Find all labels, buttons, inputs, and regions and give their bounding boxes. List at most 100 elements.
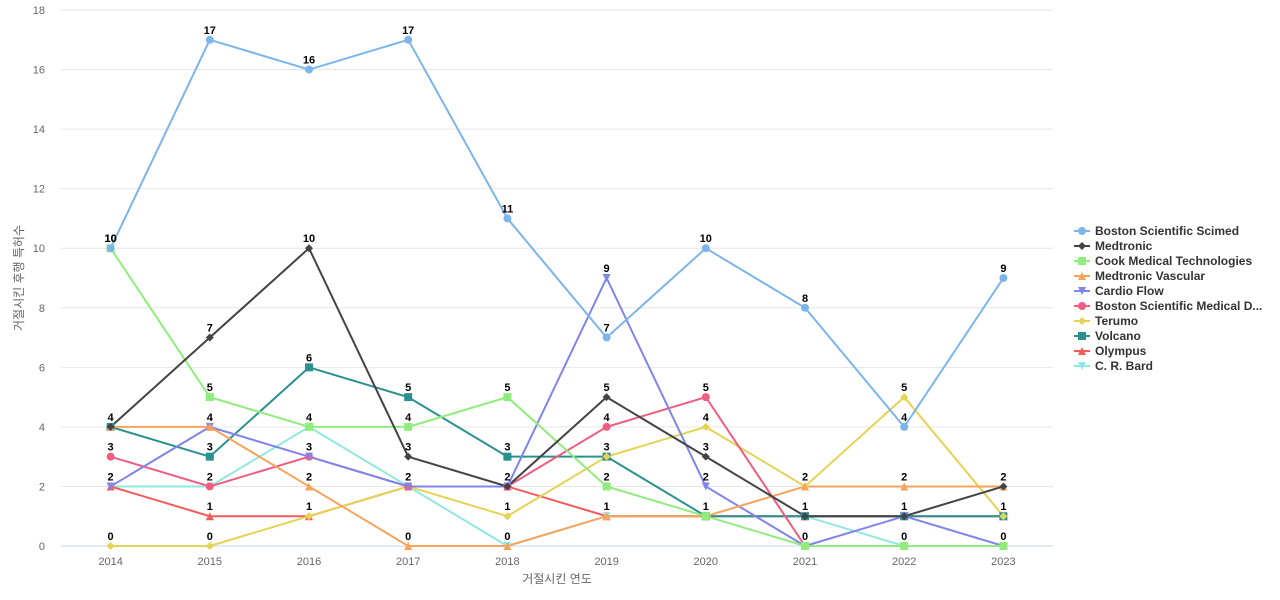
legend-item[interactable]: Olympus [1074,344,1147,358]
y-tick-label: 2 [39,481,45,493]
data-point [602,393,611,402]
data-label: 3 [405,442,411,454]
data-label: 4 [405,412,412,424]
data-point [305,482,313,491]
data-point [404,393,413,402]
data-point [602,333,611,342]
data-point [701,422,710,431]
data-label: 2 [306,471,312,483]
data-label: 4 [604,412,611,424]
legend-item[interactable]: C. R. Bard [1074,359,1153,373]
data-point [701,482,710,491]
data-point [205,542,214,550]
series-line [110,395,1005,547]
legend-label: Boston Scientific Medical D... [1095,299,1262,313]
legend-item[interactable]: Boston Scientific Medical D... [1074,299,1262,313]
data-label: 1 [802,501,808,513]
legend-label: Medtronic [1095,239,1153,253]
y-tick-label: 8 [39,303,45,315]
legend-symbol-marker [1078,362,1086,370]
data-label: 0 [504,531,510,543]
series-line [109,246,1004,518]
data-label: 3 [306,442,312,454]
data-label: 10 [104,233,116,245]
series-line [110,275,1004,548]
series-medtronic [109,246,1004,518]
x-tick-label: 2020 [694,556,718,568]
legend-symbol-marker [1078,227,1086,235]
series-olympus [110,485,1004,518]
series-point-group [106,244,1008,521]
x-tick-label: 2023 [991,556,1015,568]
data-label: 0 [405,531,411,543]
legend-symbol-marker [1078,287,1086,295]
legend-symbol-marker [1078,242,1086,250]
legend-item[interactable]: Boston Scientific Scimed [1074,224,1239,238]
data-point [900,422,909,431]
y-tick-label: 10 [33,243,45,255]
y-tick-label: 18 [33,5,45,17]
y-tick-label: 16 [33,65,45,77]
legend-symbol-marker [1078,317,1086,325]
data-point [106,244,115,253]
legend-item[interactable]: Terumo [1074,314,1138,328]
data-label: 5 [703,382,709,394]
legend-item[interactable]: Volcano [1074,329,1141,343]
legend-symbol-marker [1078,302,1086,310]
data-label: 0 [108,531,114,543]
data-label: 7 [207,323,213,335]
data-label: 3 [207,442,213,454]
data-label: 2 [504,471,510,483]
data-label: 5 [405,382,411,394]
data-label: 17 [402,25,414,37]
legend-symbol-marker [1078,347,1086,355]
data-label: 0 [207,531,213,543]
data-label: 17 [204,25,216,37]
x-tick-label: 2015 [198,556,222,568]
legend-item[interactable]: Medtronic [1074,239,1153,253]
series-terumo [110,395,1005,547]
x-tick-label: 2018 [495,556,519,568]
legend-label: Cardio Flow [1095,284,1164,298]
series-point-group [106,274,1008,550]
y-tick-label: 12 [33,184,45,196]
data-label: 2 [207,471,213,483]
y-axis-title: 거절시킨 후행 특허수 [11,225,26,331]
data-point [503,393,512,402]
x-tick-label: 2014 [98,556,122,568]
legend-item[interactable]: Cook Medical Technologies [1074,254,1252,268]
x-tick-label: 2019 [594,556,618,568]
series-markers [106,35,1008,550]
legend-symbol-marker [1078,332,1086,340]
data-point [106,452,115,461]
data-label: 4 [703,412,710,424]
data-label: 5 [901,382,907,394]
series-boston-scientific-medical-d- [110,395,1004,547]
data-point [205,393,214,402]
data-label: 4 [306,412,313,424]
data-label: 10 [104,233,116,245]
data-point [900,482,909,491]
data-label: 2 [108,471,114,483]
y-tick-label: 4 [39,422,45,434]
legend-item[interactable]: Medtronic Vascular [1074,269,1205,283]
data-label: 2 [604,471,610,483]
legend-symbol-marker [1078,257,1086,265]
data-label: 10 [303,233,315,245]
series-lines [109,38,1005,548]
data-label: 1 [703,501,709,513]
legend-label: Terumo [1095,314,1138,328]
data-label: 5 [207,382,213,394]
data-point [602,452,611,461]
data-label: 2 [703,471,709,483]
data-point [305,363,313,372]
data-point [404,542,413,550]
legend-item[interactable]: Cardio Flow [1074,284,1164,298]
data-point [503,542,512,550]
data-point [999,482,1008,491]
data-point [701,393,710,402]
data-label: 7 [604,323,610,335]
data-label: 2 [901,471,907,483]
data-point [602,512,611,521]
